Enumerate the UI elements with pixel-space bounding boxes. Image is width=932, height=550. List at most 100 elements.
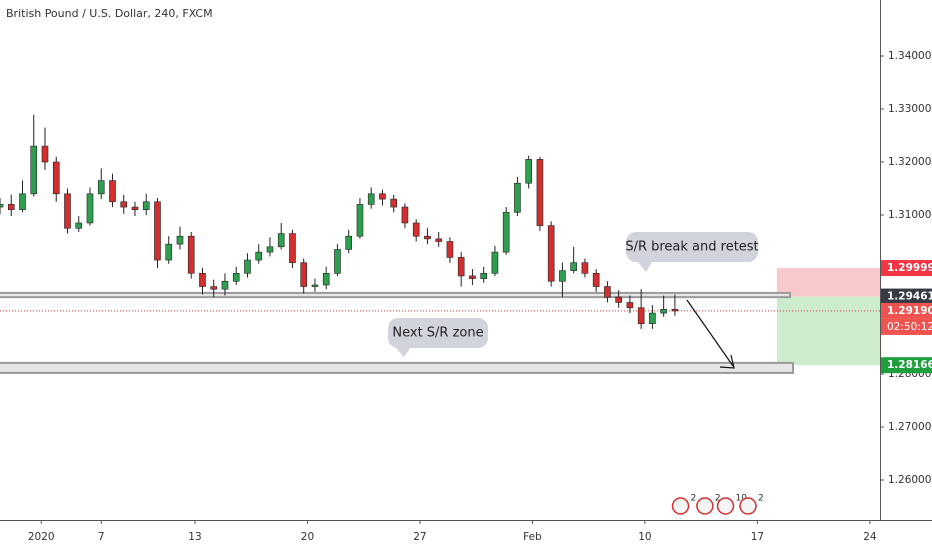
candle-body bbox=[75, 222, 83, 229]
candle-body bbox=[322, 273, 330, 286]
callout-text: S/R break and retest bbox=[625, 240, 758, 255]
arrow-head bbox=[719, 354, 735, 369]
candle-body bbox=[86, 193, 94, 224]
candle-body bbox=[615, 296, 622, 303]
candle-body bbox=[424, 235, 431, 240]
candle-body bbox=[0, 204, 4, 208]
candle-body bbox=[345, 235, 353, 250]
candle-body bbox=[109, 180, 116, 203]
price-label-box bbox=[881, 302, 932, 319]
countdown: 02:50:12 bbox=[887, 321, 932, 333]
event-icon bbox=[716, 497, 735, 515]
x-tick-label: 27 bbox=[413, 531, 426, 543]
y-tick-label: 1.33000 bbox=[888, 103, 931, 115]
event-count: 2 bbox=[758, 494, 764, 504]
event-icon bbox=[671, 497, 690, 515]
price-label: 1.29190 bbox=[887, 305, 932, 317]
event-icon bbox=[696, 497, 714, 515]
callout-box bbox=[388, 318, 488, 348]
candle-body bbox=[221, 280, 229, 290]
callout-tail bbox=[638, 262, 652, 272]
candle-body bbox=[514, 182, 521, 213]
event-count: 2 bbox=[715, 494, 721, 504]
candle-body bbox=[390, 198, 397, 208]
price-label-box bbox=[881, 288, 932, 305]
y-tick-label: 1.31000 bbox=[888, 209, 931, 221]
candle-body bbox=[142, 201, 150, 211]
price-label-box bbox=[881, 260, 932, 277]
price-label-box bbox=[881, 357, 932, 374]
candle-body bbox=[660, 309, 667, 314]
candle-body bbox=[480, 273, 487, 279]
candle-body bbox=[412, 222, 420, 237]
candle-body bbox=[199, 273, 206, 287]
candle-body bbox=[176, 235, 184, 245]
candle-body bbox=[19, 193, 26, 211]
chart-title: British Pound / U.S. Dollar, 240, FXCM bbox=[6, 7, 213, 20]
candle-body bbox=[289, 233, 296, 264]
candle-body bbox=[637, 307, 645, 324]
candle-body bbox=[255, 251, 263, 261]
candle-body bbox=[367, 193, 375, 205]
plot-area: S/R break and retest Next S/R zone 2 2 10 2 bbox=[0, 114, 880, 515]
candle-body bbox=[536, 159, 544, 226]
x-tick-label: Feb bbox=[523, 531, 542, 543]
candle-body bbox=[187, 235, 195, 274]
price-label: 1.28166 bbox=[887, 359, 932, 371]
y-tick-label: 1.34000 bbox=[888, 50, 931, 62]
candle-body bbox=[30, 145, 38, 195]
candle-body bbox=[604, 286, 611, 298]
candle-body bbox=[334, 249, 341, 274]
event-count: 10 bbox=[736, 494, 748, 504]
y-tick-label: 1.26000 bbox=[888, 474, 931, 486]
candle-body bbox=[356, 204, 364, 237]
candle-body bbox=[7, 204, 15, 211]
candle-body bbox=[165, 243, 173, 261]
callout-text: Next S/R zone bbox=[392, 326, 483, 341]
countdown-box bbox=[881, 318, 932, 335]
event-count: 2 bbox=[691, 494, 697, 504]
candle-body bbox=[97, 180, 105, 195]
candle-body bbox=[311, 284, 319, 287]
candle-body bbox=[131, 206, 139, 211]
candle-body bbox=[649, 312, 656, 324]
candle-body bbox=[525, 159, 532, 184]
x-tick-label: 17 bbox=[751, 531, 764, 543]
candle-body bbox=[592, 273, 600, 287]
candle-body bbox=[120, 201, 128, 208]
price-label: 1.29461 bbox=[887, 291, 932, 303]
candle-body bbox=[559, 270, 566, 282]
candle-body bbox=[401, 206, 409, 224]
candle-body bbox=[446, 241, 454, 258]
callout-tail bbox=[396, 348, 410, 357]
candle-body bbox=[244, 259, 251, 274]
sr-zone bbox=[0, 361, 795, 374]
candle-body bbox=[457, 257, 465, 277]
candle-body bbox=[379, 193, 386, 200]
stop-zone bbox=[776, 268, 880, 297]
callout-box bbox=[626, 232, 758, 262]
candle-body bbox=[52, 161, 60, 195]
candle-body bbox=[581, 262, 589, 274]
candle-body bbox=[232, 273, 240, 282]
y-tick-label: 1.32000 bbox=[888, 156, 931, 168]
candle-body bbox=[671, 309, 679, 312]
candle-body bbox=[154, 201, 161, 261]
x-tick-label: 7 bbox=[98, 531, 105, 543]
candle-body bbox=[502, 212, 510, 253]
x-tick-label: 24 bbox=[863, 531, 877, 543]
candle-body bbox=[210, 286, 218, 290]
x-tick-label: 20 bbox=[301, 531, 314, 543]
arrow-line bbox=[686, 299, 734, 367]
event-icon bbox=[739, 497, 757, 515]
sr-zone bbox=[0, 291, 792, 299]
candle-body bbox=[491, 251, 499, 274]
x-tick-label: 2020 bbox=[28, 531, 55, 543]
candle-body bbox=[547, 225, 555, 282]
candle-body bbox=[469, 275, 476, 279]
candle-body bbox=[626, 302, 634, 309]
axes: 1.260001.270001.280001.310001.320001.330… bbox=[28, 50, 932, 543]
candle-body bbox=[277, 233, 285, 248]
